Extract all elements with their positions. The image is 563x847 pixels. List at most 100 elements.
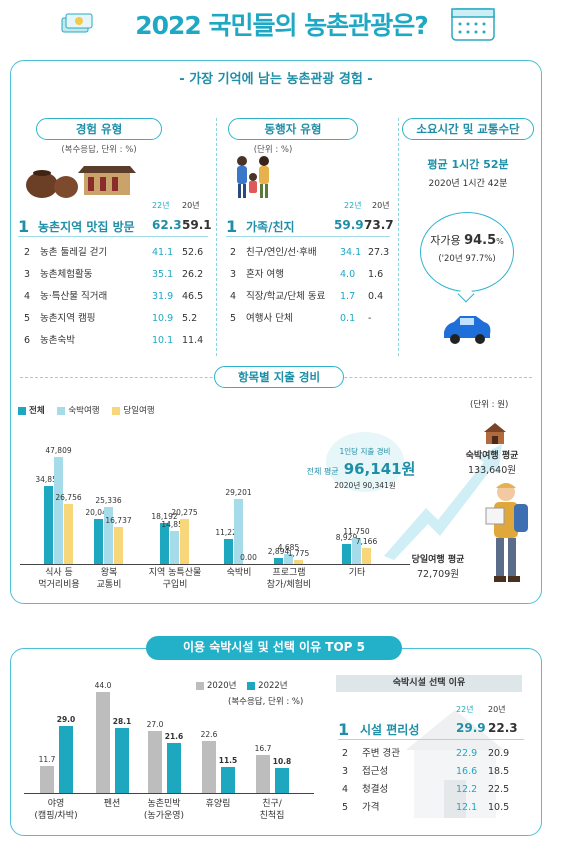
reason-rank1-name: 시설 편리성 [360, 723, 420, 737]
spending-bar-0-0 [44, 485, 53, 564]
spending-bar-4-0 [274, 557, 283, 564]
companion-col22: 22년 [344, 201, 362, 210]
spending-value-label: 26,756 [55, 493, 82, 503]
car-share: 자가용 94.5% [420, 232, 514, 248]
list-item: 6 농촌숙박 10.1 11.4 [24, 335, 204, 346]
lodging-note: (복수응답, 단위 : %) [228, 697, 304, 707]
overall-average-label: 전체 평균 [306, 467, 339, 476]
per-person-bubble [326, 432, 404, 492]
lodging-chart: 11.7 29.0 야영 (캠핑/차박) 44.0 28.1 펜션 27.0 21.6 농촌민박… [20, 670, 320, 830]
spending-bar-5-0 [342, 543, 351, 564]
lodging-value-label: 16.7 [254, 743, 272, 753]
lodging-value-label: 22.6 [200, 729, 218, 739]
companion-list: 2 친구/연인/선·후배 34.1 27.3 3 혼자 여행 4.0 1.6 4 직장/학교/… [230, 244, 390, 332]
spending-bar-4-2 [294, 560, 303, 564]
spending-value-label: 14,859 [161, 519, 188, 529]
spending-category-label: 지역 농특산물 구입비 [148, 568, 202, 590]
experience-rank1-name: 농촌지역 맛집 방문 [38, 220, 135, 234]
companion-note: (단위 : %) [253, 145, 293, 155]
lodging-bar-3-0 [202, 740, 216, 793]
overall-average-value: 96,141원 [343, 460, 416, 478]
rural-tourism-experience-panel [10, 60, 542, 604]
spending-bar-1-0 [94, 519, 103, 564]
reason-list: 2 주변 경관 22.9 20.9 3 접근성 16.6 18.5 4 청결성 12.2 22.5… [342, 745, 524, 817]
list-item: 2 농촌 둘레길 걷기 41.1 52.6 [24, 247, 204, 258]
spending-bar-1-2 [114, 526, 123, 564]
lodging-bar-1-0 [96, 691, 110, 793]
spending-bar-4-1 [284, 553, 293, 564]
companion-rank1-v22: 59.9 [334, 218, 364, 232]
lodging-value-label: 27.0 [146, 719, 164, 729]
lodging-category-label: 농촌민박 (농가운영) [143, 799, 185, 821]
family-illustration [230, 153, 282, 201]
spending-legend: 전체 숙박여행 당일여행 [18, 404, 155, 416]
house-watermark [400, 700, 510, 820]
car-label: 자가용 [430, 234, 461, 247]
spending-category-label: 식사 등 먹거리비용 [38, 568, 80, 590]
section-divider [398, 118, 399, 356]
spending-value-label: 11,229 [215, 527, 242, 537]
spending-value-label: 8,929 [335, 532, 358, 542]
list-item: 5 농촌지역 캠핑 10.9 5.2 [24, 313, 198, 324]
legend-2020: 2020년 [207, 681, 237, 691]
companion-rank1-v20: 73.7 [364, 218, 394, 232]
overall-2020: 2020년 90,341원 [334, 481, 396, 490]
car-icon [440, 312, 494, 346]
per-person-label: 1인당 지출 경비 [339, 447, 391, 456]
traditional-pots-illustration [20, 163, 140, 199]
lodging-value-label: 29.0 [56, 715, 76, 725]
spending-value-label: 29,201 [225, 487, 252, 497]
list-item: 4 직장/학교/단체 동료 1.7 0.4 [230, 291, 384, 302]
spending-value-label: 4,685 [277, 542, 300, 552]
spending-value-label: 16,737 [105, 515, 132, 525]
day-average-value: 72,709원 [417, 569, 459, 580]
reason-rank1-v22: 29.9 [456, 721, 486, 735]
spending-value-label: 7,166 [355, 536, 378, 546]
spending-baseline [20, 564, 410, 565]
lodging-bar-4-1 [275, 768, 289, 793]
lodge-icon [482, 421, 508, 445]
spending-chart: 34,852 47,809 26,756 식사 등 먹거리비용 20,044 25,336… [20, 420, 420, 595]
spending-value-label: 11,750 [343, 526, 370, 536]
overnight-average-value: 133,640원 [467, 465, 517, 476]
lodging-value-label: 11.5 [218, 755, 238, 765]
spending-value-label: 1,775 [287, 549, 310, 559]
experience-rank1-v20: 59.1 [182, 218, 212, 232]
reason-rank1-v20: 22.3 [488, 721, 518, 735]
experience-note: (복수응답, 단위 : %) [61, 145, 137, 155]
growth-arrow-icon [380, 440, 510, 560]
companion-rank1-name: 가족/친지 [246, 220, 295, 234]
list-item: 3 혼자 여행 4.0 1.6 [230, 269, 384, 280]
reason-col22: 22년 [456, 705, 474, 714]
spending-bar-2-2 [180, 518, 189, 564]
legend-total: 전체 [29, 406, 45, 416]
panel1-heading: - 가장 기억에 남는 농촌관광 경험 - [179, 72, 373, 87]
spending-value-label: 18,192 [151, 512, 178, 522]
lodging-legend: 2020년 2022년 [196, 679, 288, 691]
section-divider [216, 118, 217, 356]
day-average-label: 당일여행 평균 [411, 555, 465, 565]
lodging-bar-2-0 [148, 730, 162, 793]
spending-category-label: 왕복 교통비 [96, 568, 122, 590]
lodging-category-label: 친구/ 친척집 [259, 799, 285, 821]
car-share-bubble [420, 212, 514, 292]
car-share-2020: ('20년 97.7%) [438, 254, 496, 264]
spending-bar-3-0 [224, 538, 233, 564]
lodging-bar-4-0 [256, 754, 270, 793]
experience-list: 2 농촌 둘레길 걷기 41.1 52.6 3 농촌체험활동 35.1 26.2 4 농·특산… [24, 244, 208, 354]
spending-bar-0-1 [54, 456, 63, 564]
spending-bar-5-1 [352, 537, 361, 564]
calendar-icon [450, 4, 496, 42]
page-title: 2022 국민들의 농촌관광은? [135, 11, 429, 40]
experience-rank1-v22: 62.3 [152, 218, 182, 232]
lodging-bar-0-0 [40, 766, 54, 793]
legend-day: 당일여행 [123, 406, 155, 416]
time-transport-label: 소요시간 및 교통수단 [402, 118, 534, 140]
experience-type-label: 경험 유형 [36, 118, 162, 140]
experience-rank1-number: 1 [18, 217, 30, 236]
lodging-value-label: 44.0 [94, 680, 112, 690]
overnight-average-label: 숙박여행 평균 [465, 451, 519, 461]
spending-value-label: 2,894 [267, 546, 290, 556]
experience-col20: 20년 [182, 201, 200, 210]
lodging-bar-2-1 [167, 743, 181, 793]
